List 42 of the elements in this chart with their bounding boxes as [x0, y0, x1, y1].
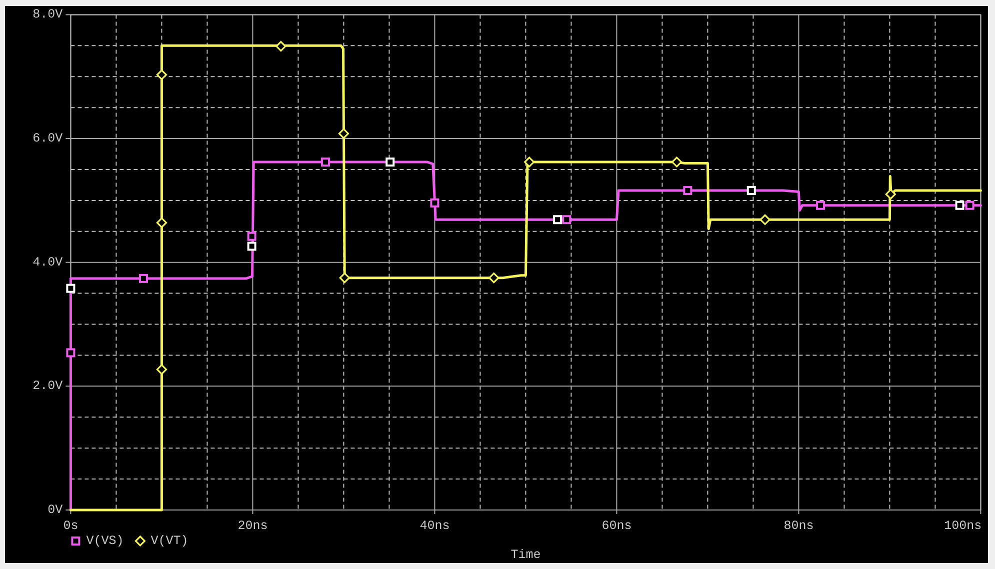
- point: [488, 272, 500, 284]
- x-tick-label: 80ns: [784, 519, 814, 533]
- x-tick-label: 100ns: [944, 519, 982, 533]
- y-tick-label: 8.0V: [32, 8, 64, 22]
- point: [386, 158, 395, 167]
- point: [66, 348, 76, 358]
- point: [338, 128, 349, 139]
- x-tick-label: 60ns: [602, 519, 632, 533]
- x-tick-label: 20ns: [238, 519, 268, 533]
- y-tick-label: 0V: [48, 503, 64, 517]
- point: [321, 158, 330, 167]
- y-tick-label: 6.0V: [32, 132, 64, 146]
- point: [276, 40, 286, 52]
- point: [247, 232, 256, 241]
- point: [524, 156, 535, 168]
- y-tick-label: 4.0V: [32, 255, 64, 270]
- point: [339, 272, 350, 284]
- point: [671, 156, 682, 168]
- legend-label: V(VT): [150, 534, 188, 548]
- point: [430, 198, 440, 208]
- point: [760, 214, 770, 225]
- point: [746, 186, 756, 196]
- point: [156, 217, 167, 228]
- point: [955, 200, 964, 210]
- point: [885, 188, 896, 200]
- point: [139, 274, 148, 283]
- point: [683, 186, 692, 196]
- point: [156, 69, 167, 80]
- point: [66, 284, 76, 293]
- line-series: [69, 160, 982, 512]
- point: [816, 200, 826, 210]
- line-series: [69, 44, 982, 512]
- x-axis-title: Time: [510, 548, 541, 562]
- x-tick-label: 0s: [63, 519, 78, 533]
- point: [562, 215, 572, 224]
- point: [156, 364, 167, 375]
- point: [965, 200, 974, 210]
- point: [247, 242, 256, 251]
- point: [553, 215, 562, 224]
- y-tick-label: 2.0V: [32, 379, 64, 394]
- legend-label: V(VS): [86, 534, 124, 548]
- x-tick-label: 40ns: [420, 519, 450, 533]
